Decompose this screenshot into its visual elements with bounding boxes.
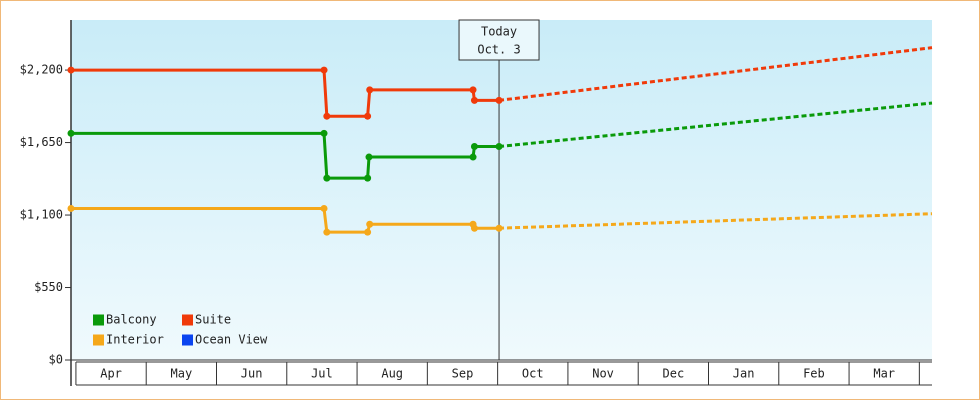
y-tick-label: $550 xyxy=(34,280,63,294)
x-tick-label: Jan xyxy=(733,367,755,381)
price-point xyxy=(323,228,331,236)
legend-swatch xyxy=(182,334,193,346)
price-point xyxy=(323,174,331,182)
legend-label: Interior xyxy=(106,333,164,347)
price-point xyxy=(365,153,373,161)
x-tick-label: Nov xyxy=(592,367,614,381)
layer: $0 $550 $1,100 $1,650 $2,200 Apr May Jun Jul Aug S… xyxy=(20,19,933,386)
price-point xyxy=(323,112,331,120)
x-tick-label: Apr xyxy=(100,367,122,381)
x-tick-label: Dec xyxy=(663,367,685,381)
price-point xyxy=(470,143,478,151)
price-point xyxy=(364,174,372,182)
legend-swatch xyxy=(93,314,104,326)
y-tick-label: $1,650 xyxy=(20,135,63,149)
x-tick-label: Jul xyxy=(311,367,333,381)
price-point xyxy=(67,66,75,74)
price-point xyxy=(364,112,372,120)
price-point xyxy=(320,129,328,137)
price-point xyxy=(320,204,328,212)
price-point xyxy=(495,143,503,151)
x-tick-label: Feb xyxy=(803,367,825,381)
today-label: Today xyxy=(481,25,517,39)
x-tick-label: Jun xyxy=(241,367,263,381)
plot-area xyxy=(71,20,932,360)
legend-swatch xyxy=(93,334,104,346)
x-tick-label: Mar xyxy=(873,367,895,381)
forecast-line xyxy=(498,101,933,149)
legend-label: Suite xyxy=(195,313,231,327)
y-tick-label: $0 xyxy=(49,353,63,367)
x-tick-label: Aug xyxy=(381,367,403,381)
y-tick-label: $2,200 xyxy=(20,63,63,77)
price-point xyxy=(495,96,503,104)
x-tick-label: Sep xyxy=(452,367,474,381)
price-point xyxy=(495,224,503,232)
price-point xyxy=(67,129,75,137)
price-point xyxy=(67,204,75,212)
today-label: Oct. 3 xyxy=(477,43,520,57)
price-point xyxy=(366,220,374,228)
forecast-line xyxy=(498,212,933,230)
legend-label: Balcony xyxy=(106,313,157,327)
price-point xyxy=(469,86,477,94)
x-tick-label: May xyxy=(171,367,193,381)
y-tick-label: $1,100 xyxy=(20,208,63,222)
x-tick-label: Oct xyxy=(522,367,544,381)
price-point xyxy=(366,86,374,94)
today-box xyxy=(458,19,540,61)
price-point xyxy=(364,228,372,236)
price-point xyxy=(320,66,328,74)
legend-label: Ocean View xyxy=(195,333,268,347)
price-point xyxy=(470,96,478,104)
legend-swatch xyxy=(182,314,193,326)
forecast-line xyxy=(498,46,933,102)
price-point xyxy=(470,224,478,232)
price-point xyxy=(469,153,477,161)
